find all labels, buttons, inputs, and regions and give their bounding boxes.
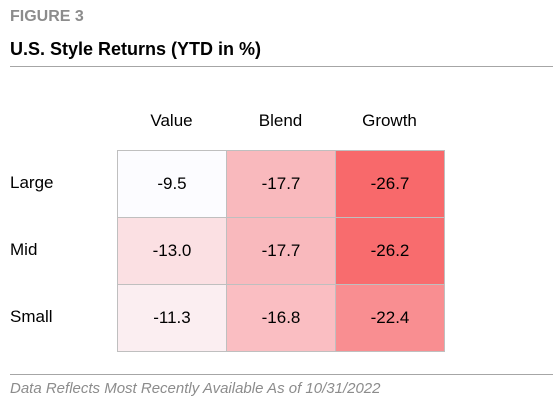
table-cell: -9.5 <box>117 150 227 218</box>
table-cell: -17.7 <box>226 150 336 218</box>
divider <box>10 374 553 375</box>
divider <box>10 66 553 67</box>
table-cell: -17.7 <box>226 217 336 285</box>
table-cell: -26.2 <box>335 217 445 285</box>
figure-label: FIGURE 3 <box>10 8 84 25</box>
column-header: Growth <box>362 111 417 130</box>
table-cell: -13.0 <box>117 217 227 285</box>
row-header: Small <box>10 307 53 326</box>
table-cell: -11.3 <box>117 284 227 352</box>
table-cell: -22.4 <box>335 284 445 352</box>
title: U.S. Style Returns (YTD in %) <box>10 39 262 59</box>
table-cell: -26.7 <box>335 150 445 218</box>
row-header: Mid <box>10 240 38 259</box>
column-header: Blend <box>258 111 303 130</box>
row-header: Large <box>10 173 54 192</box>
table-cell: -16.8 <box>226 284 336 352</box>
footnote: Data Reflects Most Recently Available As… <box>10 380 381 397</box>
column-header: Value <box>150 111 193 130</box>
